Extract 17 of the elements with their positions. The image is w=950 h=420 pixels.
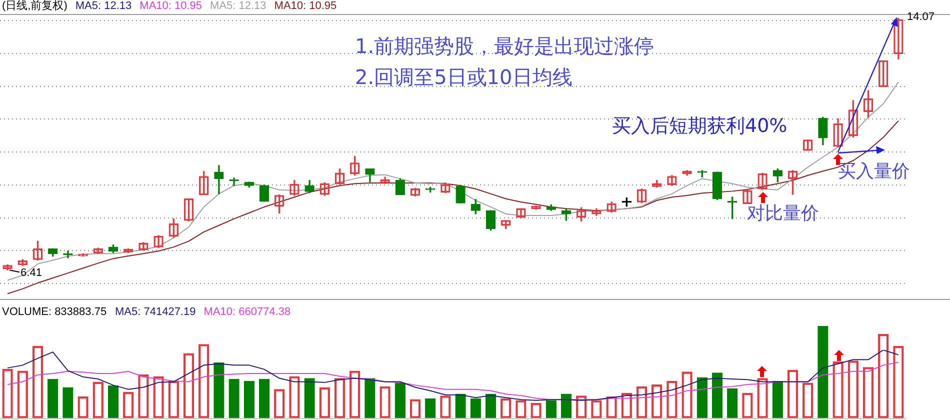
annotation: 1.前期强势股，最好是出现过涨停 [355,34,654,58]
text: 14.07 [907,11,935,23]
text: MA5: 12.13 [210,0,266,12]
text: MA5: 741427.19 [115,306,196,318]
annotation: 买入后短期获利40% [612,115,788,137]
chart-title: VOLUME: 833883.75 [2,306,107,318]
text: MA10: 660774.38 [204,306,291,318]
candlestick [697,170,707,178]
text: MA5: 12.13 [75,0,132,12]
annotation: 对比量价 [747,203,819,224]
annotation: 2.回调至5日或10日均线 [355,65,572,89]
text: MA10: 10.95 [140,0,202,12]
annotation: 6.41 [20,267,42,280]
chart-title: (日线,前复权) [2,0,68,12]
annotation: 买入量价 [838,161,910,182]
candlestick [878,60,888,87]
text: MA10: 10.95 [274,0,337,12]
